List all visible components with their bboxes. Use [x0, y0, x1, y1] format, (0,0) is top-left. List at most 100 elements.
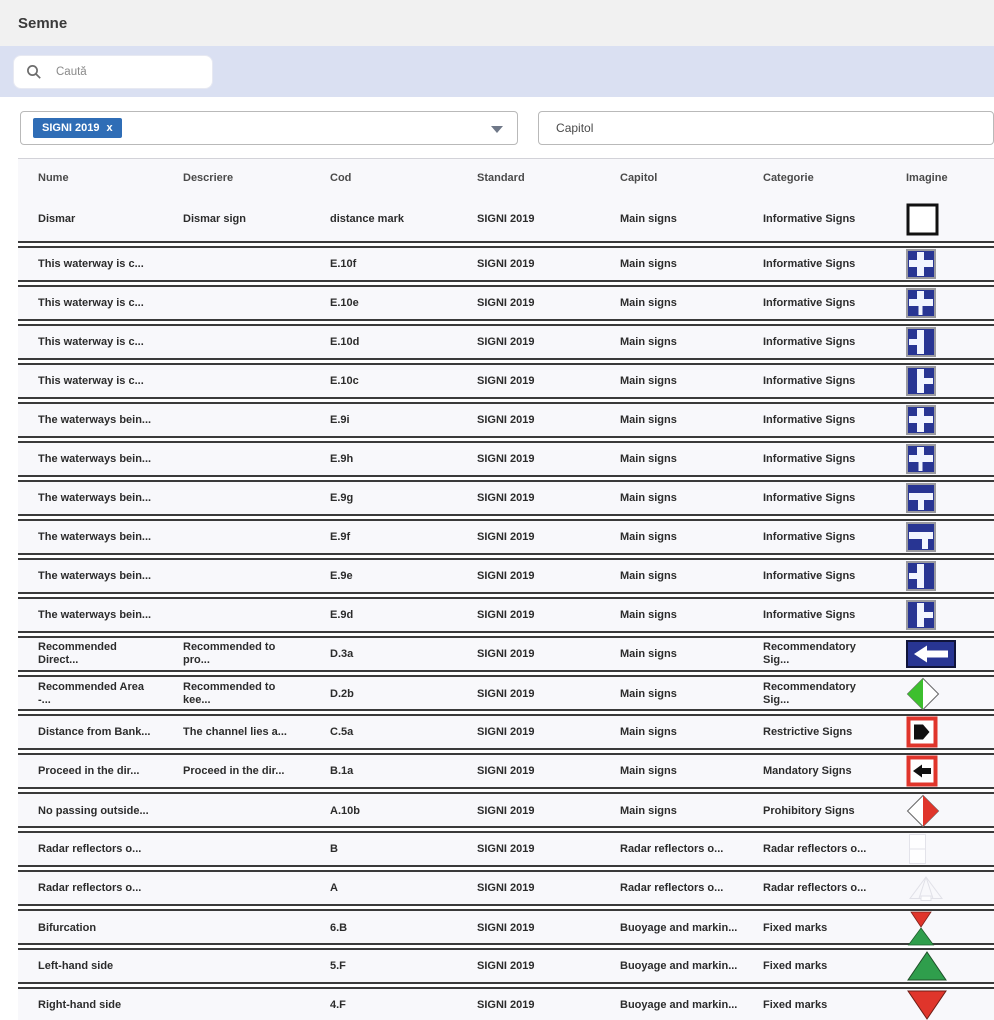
cell-categorie: Informative Signs: [763, 413, 856, 426]
cell-categorie: Informative Signs: [763, 569, 856, 582]
cell-categorie: Informative Signs: [763, 608, 856, 621]
column-header-imagine[interactable]: Imagine: [906, 172, 948, 184]
table-row[interactable]: Recommended Direct... Recommended to pro.…: [18, 636, 994, 672]
cell-cod: E.10f: [330, 257, 357, 270]
cell-nume: This waterway is c...: [38, 374, 144, 387]
cell-cod: 6.B: [330, 922, 348, 934]
cell-nume: Recommended Area -...: [38, 681, 144, 706]
triangle-red-down-icon: [906, 989, 994, 1020]
cell-cod: E.9i: [330, 413, 350, 426]
cell-standard: SIGNI 2019: [477, 998, 535, 1011]
cell-categorie: Informative Signs: [763, 374, 856, 387]
cell-capitol: Main signs: [620, 374, 677, 387]
cell-nume: Right-hand side: [38, 998, 122, 1011]
table-row[interactable]: Bifurcation 6.B SIGNI 2019 Buoyage and mark…: [18, 909, 994, 946]
table-row[interactable]: This waterway is c... E.10c SIGNI 2019 Main…: [18, 363, 994, 399]
cell-capitol: Buoyage and markin...: [620, 922, 738, 934]
cell-capitol: Main signs: [620, 413, 677, 426]
table-row[interactable]: Radar reflectors o... B SIGNI 2019 Radar re…: [18, 831, 994, 867]
table-row[interactable]: Recommended Area -... Recommended to kee.…: [18, 675, 994, 711]
table-row[interactable]: This waterway is c... E.10f SIGNI 2019 Main…: [18, 246, 994, 282]
column-header-categorie[interactable]: Categorie: [763, 172, 814, 184]
cell-capitol: Main signs: [620, 335, 677, 348]
table-row[interactable]: The waterways bein... E.9h SIGNI 2019 Main …: [18, 441, 994, 477]
red-square-black-arrow-icon: [906, 755, 994, 787]
cell-nume: The waterways bein...: [38, 491, 152, 504]
blue-vert-left-arm-icon: [906, 561, 994, 591]
standard-select[interactable]: SIGNI 2019 x: [20, 111, 519, 145]
cell-categorie: Fixed marks: [763, 959, 828, 972]
cell-nume: Left-hand side: [38, 959, 114, 972]
cell-standard: SIGNI 2019: [477, 922, 535, 934]
diamond-white-red-icon: [906, 794, 994, 828]
cell-standard: SIGNI 2019: [477, 687, 535, 700]
cell-categorie: Prohibitory Signs: [763, 804, 855, 817]
cell-standard: SIGNI 2019: [477, 530, 535, 543]
cell-standard: SIGNI 2019: [477, 804, 535, 817]
table-row[interactable]: This waterway is c... E.10d SIGNI 2019 Main…: [18, 324, 994, 360]
table-first-row[interactable]: Dismar Dismar sign distance mark SIGNI 2019…: [18, 197, 994, 241]
table-row[interactable]: The waterways bein... E.9g SIGNI 2019 Main …: [18, 480, 994, 516]
table-row[interactable]: Proceed in the dir... Proceed in the dir.…: [18, 753, 994, 789]
table-row[interactable]: Distance from Bank... The channel lies a.…: [18, 714, 994, 750]
cell-standard: SIGNI 2019: [477, 257, 535, 270]
cell-nume: The waterways bein...: [38, 413, 152, 426]
cell-cod: E.9d: [330, 608, 354, 621]
chevron-down-icon[interactable]: [491, 126, 504, 133]
cell-capitol: Main signs: [620, 257, 677, 270]
cell-nume: Recommended Direct...: [38, 641, 117, 666]
table-head-block: Nume Descriere Cod Standard Capitol Categorie…: [18, 158, 994, 243]
table-row[interactable]: The waterways bein... E.9e SIGNI 2019 Main …: [18, 558, 994, 594]
triangles-red-green-icon: [906, 911, 994, 946]
column-header-capitol[interactable]: Capitol: [620, 172, 658, 184]
blue-vert-right-arm-icon: [906, 600, 994, 630]
table-row[interactable]: No passing outside... A.10b SIGNI 2019 Main…: [18, 792, 994, 828]
table-row[interactable]: The waterways bein... E.9d SIGNI 2019 Main …: [18, 597, 994, 633]
table-row[interactable]: Radar reflectors o... A SIGNI 2019 Radar re…: [18, 870, 994, 906]
table-row[interactable]: The waterways bein... E.9i SIGNI 2019 Main …: [18, 402, 994, 438]
search-field[interactable]: [13, 54, 213, 89]
radar-rects-faint-icon: [906, 833, 994, 866]
blue-arrow-left-icon: [906, 640, 994, 668]
search-input[interactable]: [54, 64, 212, 79]
cell-nume: This waterway is c...: [38, 335, 144, 348]
table-header-row: Nume Descriere Cod Standard Capitol Categorie…: [18, 159, 994, 197]
cell-cod: B.1a: [330, 764, 354, 777]
cell-categorie: Informative Signs: [763, 491, 856, 504]
column-header-cod[interactable]: Cod: [330, 172, 352, 184]
cell-standard: SIGNI 2019: [477, 413, 535, 426]
cell-categorie: Recommendatory Sig...: [763, 641, 856, 666]
cell-cod: distance mark: [330, 212, 404, 225]
cell-categorie: Restrictive Signs: [763, 725, 853, 738]
table-row[interactable]: This waterway is c... E.10e SIGNI 2019 Main…: [18, 285, 994, 321]
cell-capitol: Main signs: [620, 687, 677, 700]
capitol-select-placeholder: Capitol: [556, 121, 594, 135]
cell-cod: E.10d: [330, 335, 360, 348]
cell-standard: SIGNI 2019: [477, 647, 535, 660]
cell-cod: E.10e: [330, 296, 359, 309]
white-square-icon: [906, 203, 994, 236]
table-row[interactable]: Left-hand side 5.F SIGNI 2019 Buoyage and m…: [18, 948, 994, 984]
cell-categorie: Radar reflectors o...: [763, 881, 867, 894]
search-icon: [26, 64, 42, 80]
column-header-standard[interactable]: Standard: [477, 172, 525, 184]
column-header-nume[interactable]: Nume: [38, 172, 69, 184]
cell-standard: SIGNI 2019: [477, 212, 535, 225]
cell-capitol: Main signs: [620, 725, 677, 738]
cell-cod: D.3a: [330, 647, 354, 660]
capitol-select[interactable]: Capitol: [538, 111, 994, 145]
blue-tee-down-icon: [906, 483, 994, 513]
cell-capitol: Buoyage and markin...: [620, 959, 738, 972]
cell-standard: SIGNI 2019: [477, 959, 535, 972]
blue-vert-right-arm-icon: [906, 366, 994, 396]
cell-capitol: Radar reflectors o...: [620, 843, 724, 855]
cell-cod: E.9f: [330, 530, 351, 543]
table-row[interactable]: Right-hand side 4.F SIGNI 2019 Buoyage and …: [18, 987, 994, 1020]
cell-cod: E.9e: [330, 569, 353, 582]
cell-nume: Radar reflectors o...: [38, 843, 142, 855]
table-row[interactable]: The waterways bein... E.9f SIGNI 2019 Main …: [18, 519, 994, 555]
standard-chip[interactable]: SIGNI 2019 x: [33, 118, 122, 138]
chip-remove-icon[interactable]: x: [106, 122, 113, 134]
cell-cod: E.9g: [330, 491, 354, 504]
column-header-descriere[interactable]: Descriere: [183, 172, 234, 184]
